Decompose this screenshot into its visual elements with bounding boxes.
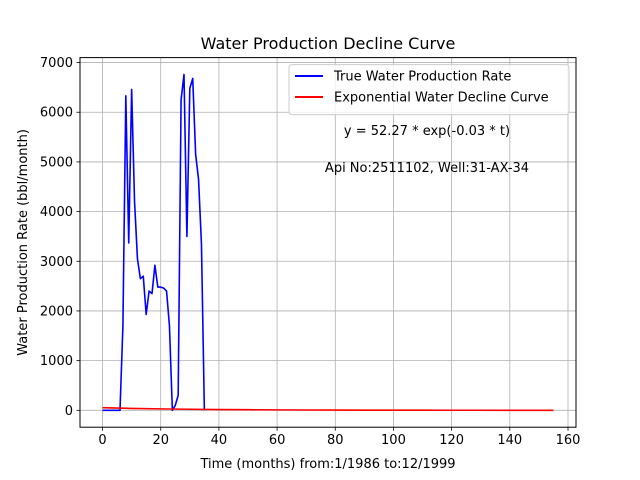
true-rate-line bbox=[102, 73, 206, 412]
equation-annotation: y = 52.27 * exp(-0.03 * t) bbox=[344, 124, 510, 139]
x-tick-label: 60 bbox=[269, 433, 286, 448]
legend-label-exponential: Exponential Water Decline Curve bbox=[334, 91, 549, 106]
chart-title: Water Production Decline Curve bbox=[201, 34, 456, 53]
x-tick-label: 120 bbox=[439, 433, 464, 448]
x-tick-label: 160 bbox=[556, 433, 581, 448]
well-annotation: Api No:2511102, Well:31-AX-34 bbox=[325, 161, 529, 176]
y-axis-ticks: 0 1000 2000 3000 4000 5000 6000 7000 bbox=[40, 56, 80, 419]
exponential-decline-line bbox=[102, 406, 554, 412]
y-tick-label: 1000 bbox=[40, 354, 73, 369]
y-tick-label: 3000 bbox=[40, 255, 73, 270]
legend: True Water Production Rate Exponential W… bbox=[288, 64, 570, 116]
x-tick-label: 20 bbox=[152, 433, 169, 448]
y-tick-label: 4000 bbox=[40, 205, 73, 220]
y-tick-label: 6000 bbox=[40, 106, 73, 121]
x-axis-label: Time (months) from:1/1986 to:12/1999 bbox=[199, 457, 455, 472]
y-tick-label: 5000 bbox=[40, 155, 73, 170]
legend-box bbox=[288, 64, 570, 116]
plot-frame bbox=[79, 57, 577, 428]
series-layer bbox=[102, 73, 554, 412]
x-tick-label: 100 bbox=[381, 433, 406, 448]
y-tick-label: 7000 bbox=[40, 56, 73, 71]
y-tick-label: 2000 bbox=[40, 304, 73, 319]
legend-label-true-rate: True Water Production Rate bbox=[333, 70, 511, 85]
y-axis-label: Water Production Rate (bbl/month) bbox=[16, 129, 31, 356]
x-tick-label: 40 bbox=[211, 433, 228, 448]
y-tick-label: 0 bbox=[65, 404, 73, 419]
x-tick-label: 80 bbox=[327, 433, 344, 448]
x-tick-label: 140 bbox=[497, 433, 522, 448]
x-axis-ticks: 0 20 40 60 80 100 120 140 160 bbox=[98, 427, 580, 448]
x-tick-label: 0 bbox=[98, 433, 106, 448]
